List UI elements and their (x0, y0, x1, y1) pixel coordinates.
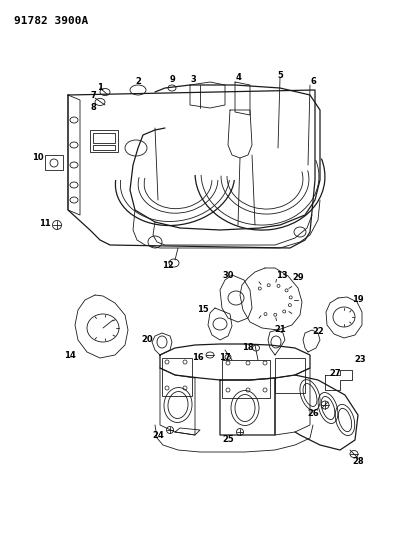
Text: 8: 8 (90, 102, 96, 111)
Text: 11: 11 (39, 220, 51, 229)
Text: 12: 12 (162, 261, 174, 270)
Text: 17: 17 (219, 352, 231, 361)
Bar (275, 358, 305, 393)
Bar (222, 360, 270, 398)
Bar (162, 358, 192, 396)
Text: 5: 5 (277, 71, 283, 80)
Text: 25: 25 (222, 435, 234, 445)
Text: 22: 22 (312, 327, 324, 336)
Text: 30: 30 (222, 271, 234, 280)
Text: 24: 24 (152, 431, 164, 440)
Bar (93, 133, 115, 143)
Text: 6: 6 (310, 77, 316, 86)
Text: 14: 14 (64, 351, 76, 360)
Text: 91782 3900A: 91782 3900A (14, 16, 88, 26)
Text: 18: 18 (242, 343, 254, 352)
Text: 29: 29 (292, 273, 304, 282)
Bar (93, 145, 115, 150)
Text: 7: 7 (90, 92, 96, 101)
Text: 16: 16 (192, 353, 204, 362)
Text: 23: 23 (354, 356, 366, 365)
Text: 21: 21 (274, 326, 286, 335)
Text: 28: 28 (352, 457, 364, 466)
Text: 27: 27 (329, 368, 341, 377)
Bar (45, 155, 63, 170)
Text: 2: 2 (135, 77, 141, 86)
Text: 10: 10 (32, 152, 44, 161)
Text: 3: 3 (190, 75, 196, 84)
Text: 9: 9 (169, 76, 175, 85)
Text: 26: 26 (307, 408, 319, 417)
Text: 19: 19 (352, 295, 364, 304)
Bar (90, 130, 118, 152)
Text: 15: 15 (197, 305, 209, 314)
Text: 4: 4 (235, 74, 241, 83)
Text: 1: 1 (97, 83, 103, 92)
Text: 20: 20 (141, 335, 153, 344)
Text: 13: 13 (276, 271, 288, 279)
